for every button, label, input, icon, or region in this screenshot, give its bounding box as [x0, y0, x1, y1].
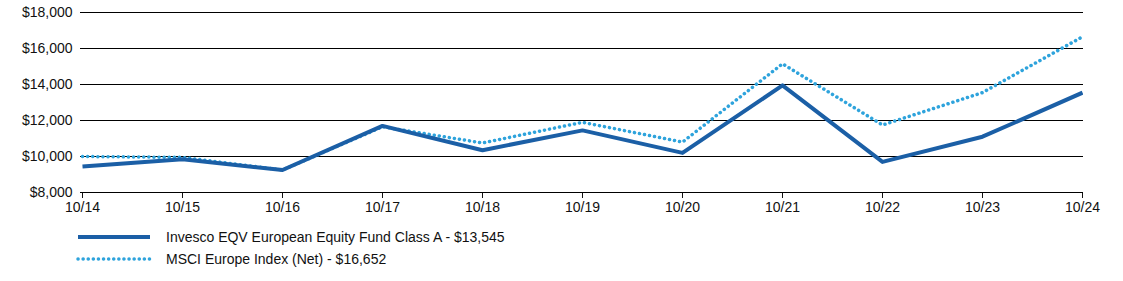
svg-text:$10,000: $10,000	[22, 148, 73, 164]
html-text:Invesco EQV European Equity Fu: Invesco EQV European Equity Fund Class A…	[166, 229, 505, 245]
svg-text:$16,000: $16,000	[22, 40, 73, 56]
svg-text:10/22: 10/22	[865, 199, 900, 215]
svg-text:10/16: 10/16	[265, 199, 300, 215]
svg-text:$8,000: $8,000	[30, 184, 73, 200]
svg-text:10/18: 10/18	[465, 199, 500, 215]
svg-text:10/19: 10/19	[565, 199, 600, 215]
svg-text:10/23: 10/23	[965, 199, 1000, 215]
svg-text:10/21: 10/21	[765, 199, 800, 215]
html-text:MSCI Europe Index (Net) - $16,: MSCI Europe Index (Net) - $16,652	[166, 251, 387, 267]
svg-text:$14,000: $14,000	[22, 76, 73, 92]
svg-text:10/15: 10/15	[165, 199, 200, 215]
svg-text:10/17: 10/17	[365, 199, 400, 215]
svg-text:10/14: 10/14	[65, 199, 100, 215]
svg-text:$12,000: $12,000	[22, 112, 73, 128]
svg-text:10/20: 10/20	[665, 199, 700, 215]
svg-text:$18,000: $18,000	[22, 4, 73, 20]
svg-text:10/24: 10/24	[1065, 199, 1100, 215]
